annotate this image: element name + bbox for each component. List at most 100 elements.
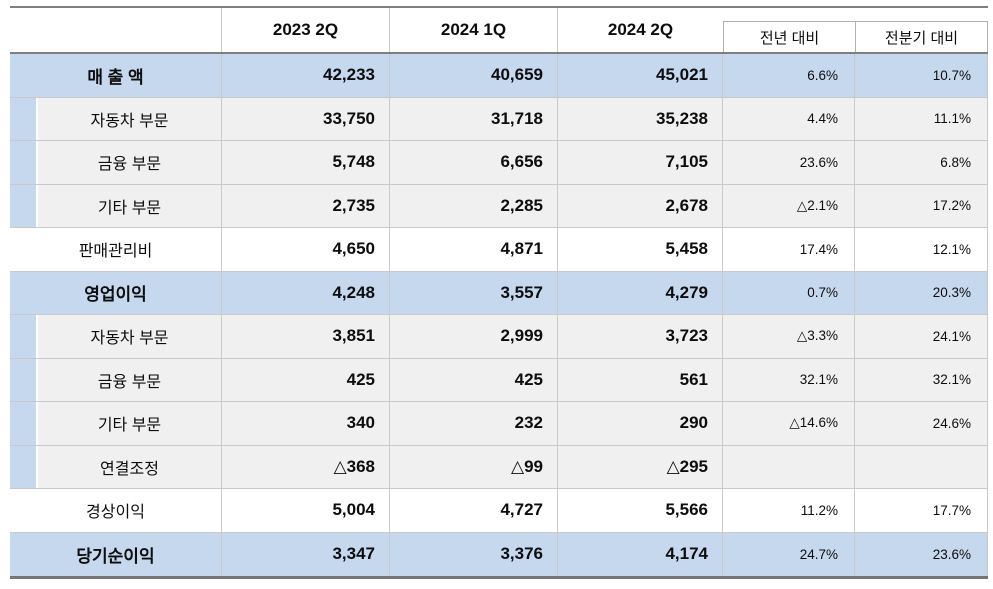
value-cell: 290 (558, 402, 723, 445)
value-cell: 3,557 (390, 271, 558, 314)
value-cell: 4,871 (390, 228, 558, 271)
column-header-2024-2q: 2024 2Q (607, 20, 674, 39)
value-cell: 2,735 (222, 184, 390, 227)
yoy-cell: 24.7% (723, 532, 855, 576)
table-row: 자동차 부문 33,750 31,718 35,238 4.4% 11.1% (10, 97, 988, 141)
row-label: 연결조정 (38, 445, 221, 488)
qoq-header-box: 전분기 대비 (855, 21, 988, 52)
row-label: 자동차 부문 (38, 97, 221, 140)
table-row: 당기순이익 3,347 3,376 4,174 24.7% 23.6% (10, 532, 988, 576)
table-body: 매 출 액 42,233 40,659 45,021 6.6% 10.7% 자동차 부문 33… (10, 54, 988, 576)
qoq-cell: 10.7% (855, 54, 988, 97)
value-cell: 232 (390, 402, 558, 445)
qoq-cell: 11.1% (855, 97, 988, 140)
qoq-cell: 23.6% (855, 532, 988, 576)
group-indent-strip (10, 315, 38, 358)
group-indent-strip (10, 141, 38, 184)
row-label-cell: 연결조정 (10, 445, 222, 488)
value-cell: 40,659 (390, 54, 558, 97)
value-cell: 5,748 (222, 141, 390, 184)
row-label-cell: 기타 부문 (10, 402, 222, 445)
value-cell: 4,248 (222, 271, 390, 314)
qoq-cell: 17.2% (855, 184, 988, 227)
yoy-cell: 0.7% (723, 271, 855, 314)
value-cell: 35,238 (558, 97, 723, 140)
value-cell: 561 (558, 358, 723, 401)
column-header-2024-1q: 2024 1Q (390, 8, 558, 52)
value-cell: 6,656 (390, 141, 558, 184)
yoy-cell: △2.1% (723, 184, 855, 227)
table-row: 연결조정 △368 △99 △295 (10, 445, 988, 489)
yoy-cell: △14.6% (723, 402, 855, 445)
qoq-cell: 20.3% (855, 271, 988, 314)
value-cell: 425 (390, 358, 558, 401)
row-label-cell: 금융 부문 (10, 141, 222, 184)
value-cell: △368 (222, 445, 390, 488)
value-cell: △295 (558, 445, 723, 488)
yoy-cell: 4.4% (723, 97, 855, 140)
row-label: 금융 부문 (38, 141, 221, 184)
value-cell: 3,376 (390, 532, 558, 576)
table-row: 매 출 액 42,233 40,659 45,021 6.6% 10.7% (10, 54, 988, 98)
qoq-cell: 12.1% (855, 228, 988, 271)
column-header-qoq: 전분기 대비 (855, 8, 988, 52)
value-cell: 425 (222, 358, 390, 401)
value-cell: 31,718 (390, 97, 558, 140)
row-label-cell: 매 출 액 (10, 54, 222, 97)
value-cell: 2,678 (558, 184, 723, 227)
row-label-cell: 경상이익 (10, 489, 222, 532)
value-cell: 2,999 (390, 315, 558, 358)
row-label: 기타 부문 (38, 184, 221, 227)
qoq-cell (855, 445, 988, 488)
yoy-cell: 32.1% (723, 358, 855, 401)
value-cell: 5,566 (558, 489, 723, 532)
group-indent-strip (10, 97, 38, 140)
corner-cell (10, 8, 222, 52)
qoq-cell: 6.8% (855, 141, 988, 184)
value-cell: 4,727 (390, 489, 558, 532)
row-label-cell: 자동차 부문 (10, 315, 222, 358)
table-row: 경상이익 5,004 4,727 5,566 11.2% 17.7% (10, 489, 988, 533)
table-row: 금융 부문 425 425 561 32.1% 32.1% (10, 358, 988, 402)
row-label-cell: 당기순이익 (10, 532, 222, 576)
value-cell: 4,279 (558, 271, 723, 314)
yoy-cell: 6.6% (723, 54, 855, 97)
column-header-yoy: 전년 대비 (723, 8, 855, 52)
group-indent-strip (10, 402, 38, 445)
financial-results-table: 2023 2Q 2024 1Q 2024 2Q 전년 대비 전분기 대비 매 출… (10, 6, 988, 579)
row-label-cell: 자동차 부문 (10, 97, 222, 140)
row-label-cell: 기타 부문 (10, 184, 222, 227)
qoq-cell: 24.6% (855, 402, 988, 445)
value-cell: 3,851 (222, 315, 390, 358)
table-row: 자동차 부문 3,851 2,999 3,723 △3.3% 24.1% (10, 315, 988, 359)
table-row: 기타 부문 2,735 2,285 2,678 △2.1% 17.2% (10, 184, 988, 228)
qoq-cell: 24.1% (855, 315, 988, 358)
value-cell: 33,750 (222, 97, 390, 140)
yoy-cell: 17.4% (723, 228, 855, 271)
value-cell: △99 (390, 445, 558, 488)
column-header-2023-2q: 2023 2Q (222, 8, 390, 52)
value-cell: 3,347 (222, 532, 390, 576)
qoq-cell: 32.1% (855, 358, 988, 401)
row-label-cell: 영업이익 (10, 271, 222, 314)
value-cell: 340 (222, 402, 390, 445)
table-header-row: 2023 2Q 2024 1Q 2024 2Q 전년 대비 전분기 대비 (10, 8, 988, 54)
value-cell: 5,458 (558, 228, 723, 271)
yoy-cell: 11.2% (723, 489, 855, 532)
value-cell: 7,105 (558, 141, 723, 184)
table-row: 기타 부문 340 232 290 △14.6% 24.6% (10, 402, 988, 446)
row-label-cell: 판매관리비 (10, 228, 222, 271)
value-cell: 42,233 (222, 54, 390, 97)
row-label-cell: 금융 부문 (10, 358, 222, 401)
yoy-cell: 23.6% (723, 141, 855, 184)
row-label: 금융 부문 (38, 358, 221, 401)
table-row: 영업이익 4,248 3,557 4,279 0.7% 20.3% (10, 271, 988, 315)
qoq-cell: 17.7% (855, 489, 988, 532)
value-cell: 4,174 (558, 532, 723, 576)
value-cell: 3,723 (558, 315, 723, 358)
table-row: 금융 부문 5,748 6,656 7,105 23.6% 6.8% (10, 141, 988, 185)
value-cell: 5,004 (222, 489, 390, 532)
yoy-header-box: 전년 대비 (723, 21, 855, 52)
group-indent-strip (10, 358, 38, 401)
row-label: 기타 부문 (38, 402, 221, 445)
